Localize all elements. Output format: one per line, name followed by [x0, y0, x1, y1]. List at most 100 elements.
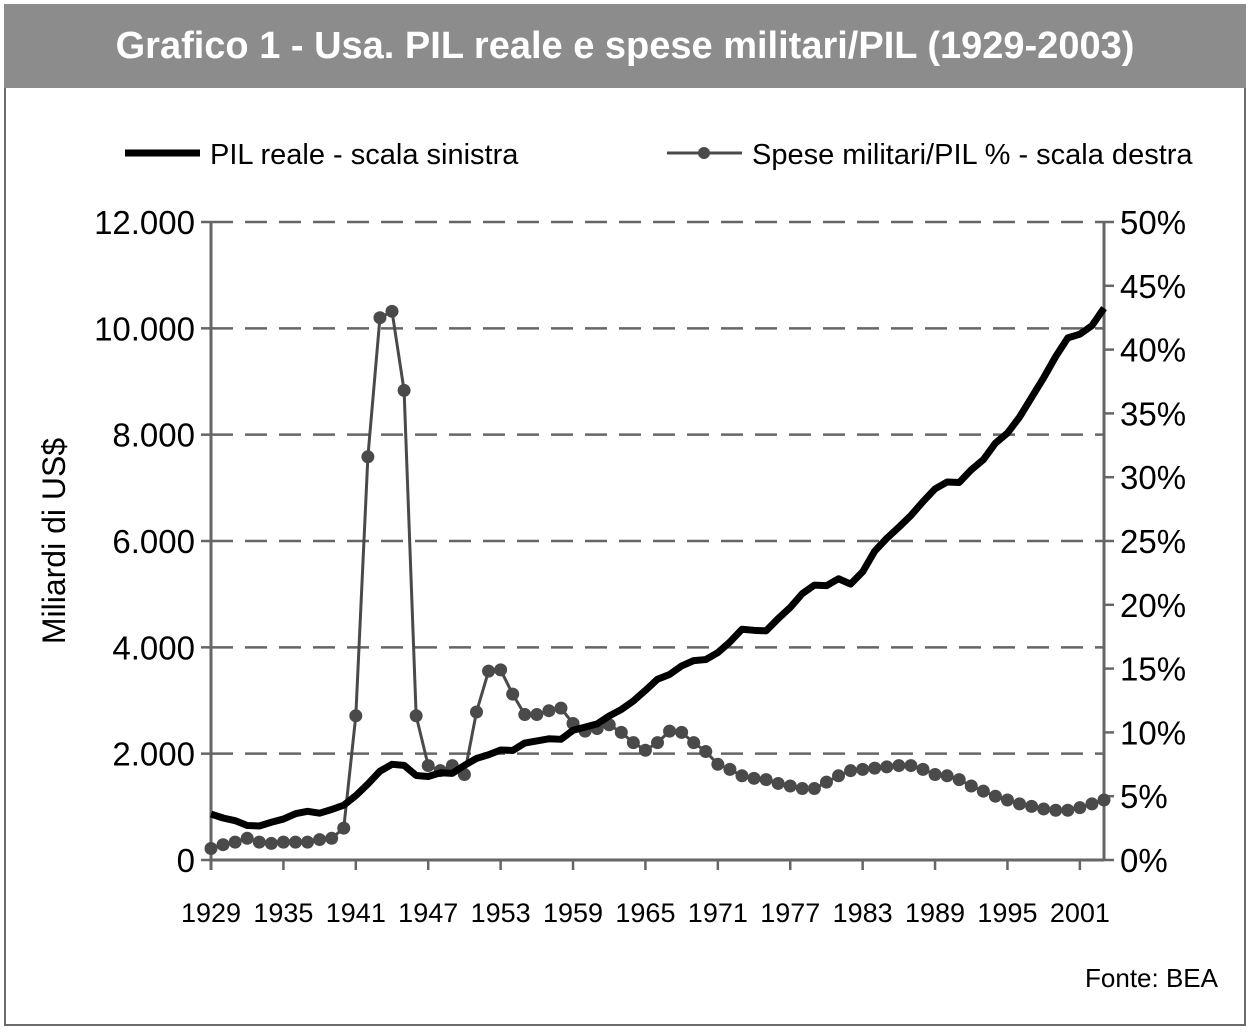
x-tick-label: 1965 — [615, 898, 675, 928]
data-point-military-1955 — [518, 708, 532, 722]
data-point-military-1985 — [880, 760, 894, 774]
data-point-military-1939 — [325, 831, 339, 845]
data-point-military-1947 — [421, 759, 435, 773]
data-point-military-1997 — [1025, 799, 1039, 813]
y-tick-label: 12.000 — [94, 204, 195, 241]
data-point-military-1974 — [747, 771, 761, 785]
chart-title: Grafico 1 - Usa. PIL reale e spese milit… — [4, 4, 1246, 88]
data-point-military-1994 — [988, 789, 1002, 803]
y2-tick-label: 25% — [1120, 523, 1186, 560]
data-point-military-1931 — [228, 835, 242, 849]
y-tick-label: 10.000 — [94, 310, 195, 347]
x-tick-label: 1995 — [977, 898, 1037, 928]
data-point-military-1968 — [675, 725, 689, 739]
data-point-military-1953 — [494, 663, 508, 677]
data-point-military-1977 — [783, 779, 797, 793]
data-point-military-1987 — [904, 759, 918, 773]
data-point-military-1969 — [687, 736, 701, 750]
data-point-military-1996 — [1013, 797, 1027, 811]
data-point-military-1990 — [940, 769, 954, 783]
legend-label-pil: PIL reale - scala sinistra — [210, 139, 519, 171]
data-point-military-1966 — [651, 736, 664, 750]
y2-tick-label: 15% — [1120, 651, 1186, 688]
data-point-military-1976 — [771, 776, 785, 790]
data-point-military-1932 — [240, 831, 254, 845]
data-point-military-1986 — [892, 759, 906, 773]
data-point-military-1979 — [807, 782, 821, 796]
data-point-military-1952 — [482, 664, 496, 678]
y-tick-label: 2.000 — [112, 736, 195, 773]
data-point-military-1989 — [928, 768, 942, 782]
data-point-military-1991 — [952, 773, 966, 787]
data-point-military-1929 — [204, 842, 218, 856]
y-tick-label: 0 — [177, 842, 195, 879]
data-point-military-2002 — [1085, 797, 1099, 811]
data-point-military-1943 — [373, 311, 387, 325]
data-point-military-1954 — [506, 687, 520, 701]
x-tick-label: 1941 — [326, 898, 386, 928]
y2-tick-label: 45% — [1120, 268, 1186, 305]
data-point-military-1971 — [711, 757, 725, 771]
data-point-military-2003 — [1097, 793, 1111, 807]
data-point-military-1951 — [469, 705, 483, 719]
data-point-military-1965 — [638, 743, 652, 757]
data-point-military-2000 — [1061, 803, 1075, 817]
data-point-military-1992 — [964, 779, 978, 793]
data-point-military-1945 — [397, 383, 411, 397]
y-tick-label: 6.000 — [112, 523, 195, 560]
data-point-military-1970 — [699, 745, 713, 759]
y-tick-label: 8.000 — [112, 417, 195, 454]
data-point-military-1946 — [409, 709, 423, 723]
data-point-military-1972 — [723, 762, 737, 776]
data-point-military-1957 — [542, 704, 556, 718]
data-point-military-1930 — [216, 838, 230, 852]
data-point-military-1935 — [276, 835, 290, 849]
data-point-military-1980 — [819, 775, 833, 789]
series-line-military — [210, 309, 1105, 850]
data-point-military-2001 — [1073, 801, 1087, 815]
data-point-military-1975 — [759, 773, 773, 787]
data-point-military-1956 — [530, 708, 544, 722]
data-point-military-1944 — [385, 304, 399, 318]
y2-tick-label: 5% — [1120, 778, 1168, 815]
data-point-military-1933 — [252, 835, 266, 849]
data-point-military-1940 — [337, 821, 351, 835]
x-tick-label: 1929 — [181, 898, 241, 928]
y-tick-label: 4.000 — [112, 629, 195, 666]
data-point-military-1963 — [614, 725, 628, 739]
data-point-military-1981 — [832, 769, 846, 783]
data-point-military-1964 — [626, 736, 640, 750]
x-tick-label: 1989 — [905, 898, 965, 928]
data-point-military-1993 — [976, 784, 990, 798]
y2-tick-label: 35% — [1120, 395, 1186, 432]
legend-label-military: Spese militari/PIL % - scala destra — [752, 139, 1193, 171]
data-point-military-1998 — [1037, 802, 1051, 816]
x-tick-label: 1983 — [833, 898, 893, 928]
y-axis-label: Miliardi di US$ — [36, 438, 72, 644]
x-tick-label: 1947 — [398, 898, 458, 928]
legend: PIL reale - scala sinistra Spese militar… — [125, 139, 1193, 171]
x-tick-label: 1977 — [760, 898, 820, 928]
x-tick-label: 1971 — [688, 898, 748, 928]
source-note: Fonte: BEA — [1085, 963, 1219, 993]
data-point-military-1978 — [795, 782, 809, 796]
data-point-military-1942 — [361, 450, 375, 464]
series-line-pil — [209, 306, 1107, 830]
data-point-military-1999 — [1049, 803, 1063, 817]
y2-tick-label: 30% — [1120, 459, 1186, 496]
data-point-military-1973 — [735, 769, 749, 783]
data-point-military-1967 — [663, 724, 677, 738]
data-point-military-1995 — [1000, 793, 1014, 807]
data-point-military-1982 — [844, 764, 858, 778]
x-tick-label: 1953 — [471, 898, 531, 928]
data-point-military-1938 — [313, 833, 327, 847]
data-point-military-1984 — [868, 761, 882, 775]
y2-tick-label: 0% — [1120, 842, 1168, 879]
y2-tick-label: 10% — [1120, 714, 1186, 751]
data-point-military-1983 — [856, 762, 870, 776]
legend-dot-military — [698, 147, 710, 159]
data-point-military-1934 — [264, 836, 278, 850]
x-tick-label: 1959 — [543, 898, 603, 928]
